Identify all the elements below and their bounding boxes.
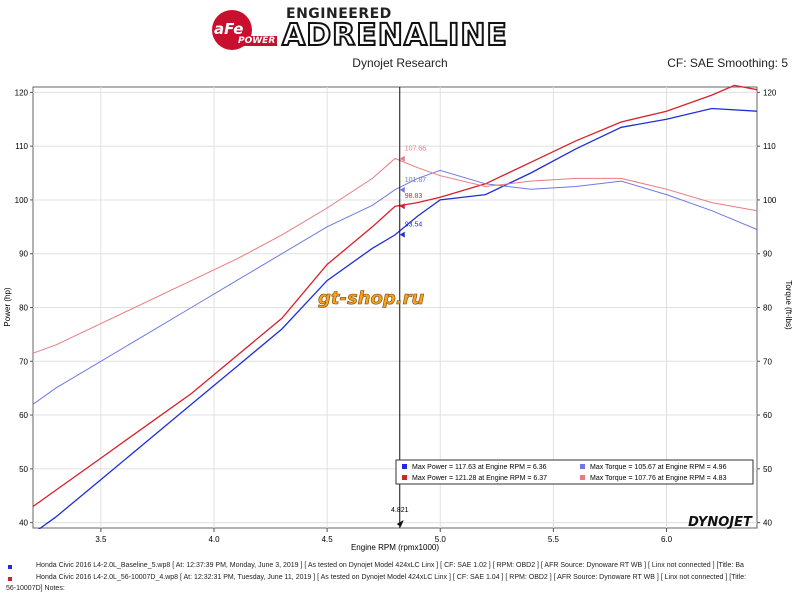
legend-swatch: [402, 464, 407, 469]
y-axis-label-right: Torque (ft-lbs): [784, 280, 793, 330]
cursor-marker: [399, 203, 405, 210]
y-tick-label-left: 70: [19, 357, 28, 366]
y-tick-label-left: 50: [19, 465, 28, 474]
legend-entry: Max Power = 117.63 at Engine RPM = 6.36: [412, 464, 547, 471]
legend-entry: Max Torque = 107.76 at Engine RPM = 4.83: [590, 475, 727, 482]
y-tick-label-right: 110: [763, 142, 776, 151]
x-tick-label: 5.0: [435, 535, 447, 544]
cursor-marker: [399, 186, 405, 193]
correction-factor-label: CF: SAE Smoothing: 5: [667, 56, 788, 70]
legend-swatch: [402, 475, 407, 480]
dynojet-logo: DYNOJET: [688, 515, 753, 530]
afe-logo-text: aFe: [214, 20, 244, 38]
y-tick-label-right: 70: [763, 357, 772, 366]
y-tick-label-left: 110: [15, 142, 28, 151]
y-tick-label-left: 80: [19, 304, 28, 313]
cursor-marker: [399, 231, 405, 238]
ticks: 3.5 4.0 4.5 5.0 5.5 6.0 40 40 50 50 60 60 70 70 80 80 90…: [15, 88, 777, 544]
cursor-marks: 4.821 107.66 101.87 98.83 93.54: [391, 146, 426, 527]
y-tick-label-right: 90: [763, 250, 772, 259]
y-tick-label-right: 120: [763, 88, 777, 97]
y-tick-label-right: 40: [763, 519, 772, 528]
y-tick-label-left: 100: [15, 196, 29, 205]
y-tick-label-right: 60: [763, 411, 772, 420]
cursor-value-label: 101.87: [405, 177, 427, 184]
brand-logo: aFe POWER ENGINEERED ADRENALINE: [212, 6, 592, 54]
brand-tagline-top: ENGINEERED: [286, 6, 392, 22]
x-tick-label: 5.5: [548, 535, 560, 544]
legend-swatch: [580, 464, 585, 469]
series-line-power-baseline: [32, 107, 758, 534]
cursor-rpm-label: 4.821: [391, 507, 409, 514]
x-tick-label: 3.5: [95, 535, 107, 544]
plot-bottom-mask: [32, 529, 758, 535]
cursor-value-label: 107.66: [405, 146, 427, 153]
y-tick-label-left: 120: [15, 88, 29, 97]
x-tick-label: 4.5: [322, 535, 334, 544]
cursor-value-label: 98.83: [405, 193, 423, 200]
cursor-rpm-marker: [396, 520, 404, 527]
watermark: gt-shop.ru: [318, 288, 425, 310]
y-tick-label-right: 100: [763, 196, 777, 205]
footer-run-line-modified: Honda Civic 2016 L4-2.0L_56-10007D_4.wp8…: [36, 574, 747, 581]
footer-run-marker-baseline: [8, 565, 12, 569]
brand-tagline-main: ADRENALINE: [281, 17, 508, 54]
y-tick-label-left: 90: [19, 250, 28, 259]
series-line-torque-modified: [32, 157, 758, 354]
footer-notes: 56-10007D] Notes:: [6, 585, 65, 592]
legend-box: [395, 459, 754, 485]
legend: Max Power = 117.63 at Engine RPM = 6.36 M…: [395, 459, 754, 485]
y-tick-label-right: 50: [763, 465, 772, 474]
legend-swatch: [580, 475, 585, 480]
y-tick-label-left: 60: [19, 411, 28, 420]
legend-entry: Max Torque = 105.67 at Engine RPM = 4.96: [590, 464, 727, 471]
x-tick-label: 4.0: [208, 535, 220, 544]
y-tick-label-right: 80: [763, 304, 772, 313]
chart-subtitle: Dynojet Research: [352, 56, 448, 70]
y-axis-label-left: Power (hp): [3, 287, 12, 326]
footer-run-line-baseline: Honda Civic 2016 L4-2.0L_Baseline_5.wp8 …: [36, 562, 744, 569]
series-line-torque-baseline: [32, 169, 758, 405]
afe-logo-power: POWER: [236, 36, 278, 46]
cursor-value-label: 93.54: [405, 222, 423, 229]
x-axis-label: Engine RPM (rpmx1000): [351, 543, 439, 552]
x-tick-label: 6.0: [661, 535, 673, 544]
legend-entry: Max Power = 121.28 at Engine RPM = 6.37: [412, 475, 547, 482]
dyno-chart: 4.821 107.66 101.87 98.83 93.54 3.5 4.0 4.5 5.0…: [3, 84, 793, 552]
series-line-power-modified: [32, 84, 758, 508]
series-group: [32, 84, 758, 535]
footer-run-marker-modified: [8, 577, 12, 581]
y-tick-label-left: 40: [19, 519, 28, 528]
cursor-marker: [399, 155, 405, 162]
